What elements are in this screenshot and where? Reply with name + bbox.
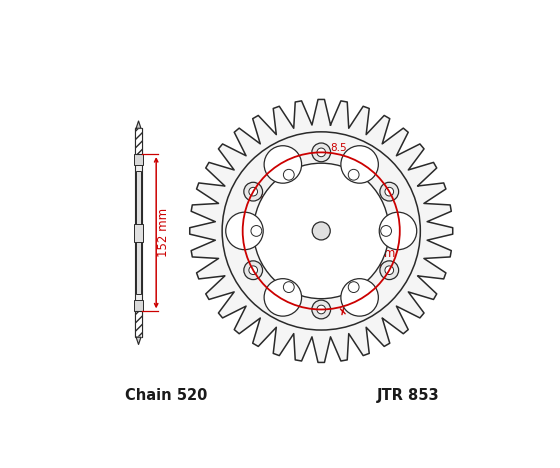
Bar (134, 224, 143, 242)
Bar (134, 128, 142, 154)
Circle shape (317, 305, 325, 314)
Text: 175mm: 175mm (351, 247, 396, 260)
Bar (136, 171, 141, 294)
Circle shape (381, 226, 391, 236)
Circle shape (249, 187, 258, 196)
Circle shape (385, 187, 394, 196)
Circle shape (283, 169, 294, 180)
Circle shape (226, 212, 263, 249)
Bar (134, 154, 143, 165)
Circle shape (283, 282, 294, 292)
Circle shape (380, 183, 399, 201)
Circle shape (264, 278, 302, 316)
Text: 152 mm: 152 mm (157, 208, 170, 257)
Text: 8.5: 8.5 (348, 299, 365, 309)
Polygon shape (190, 99, 452, 362)
Text: JTR 853: JTR 853 (376, 388, 439, 403)
Circle shape (254, 163, 389, 299)
Circle shape (341, 278, 379, 316)
Circle shape (251, 226, 262, 236)
Circle shape (249, 266, 258, 275)
Circle shape (385, 266, 394, 275)
Circle shape (222, 132, 421, 330)
Polygon shape (136, 121, 141, 128)
Polygon shape (136, 337, 141, 344)
Circle shape (380, 261, 399, 279)
Bar (134, 311, 142, 337)
Circle shape (341, 146, 379, 183)
Circle shape (244, 261, 263, 279)
Text: 164: 164 (281, 195, 304, 220)
Text: Chain 520: Chain 520 (125, 388, 207, 403)
Circle shape (379, 212, 417, 249)
Bar (134, 300, 143, 311)
Circle shape (244, 182, 263, 201)
Circle shape (348, 169, 359, 180)
Circle shape (348, 282, 359, 292)
Bar (134, 128, 142, 337)
Circle shape (264, 146, 302, 183)
Text: 8.5: 8.5 (330, 143, 347, 153)
Circle shape (312, 143, 330, 162)
Circle shape (317, 148, 325, 157)
Circle shape (312, 300, 330, 319)
Circle shape (312, 222, 330, 240)
